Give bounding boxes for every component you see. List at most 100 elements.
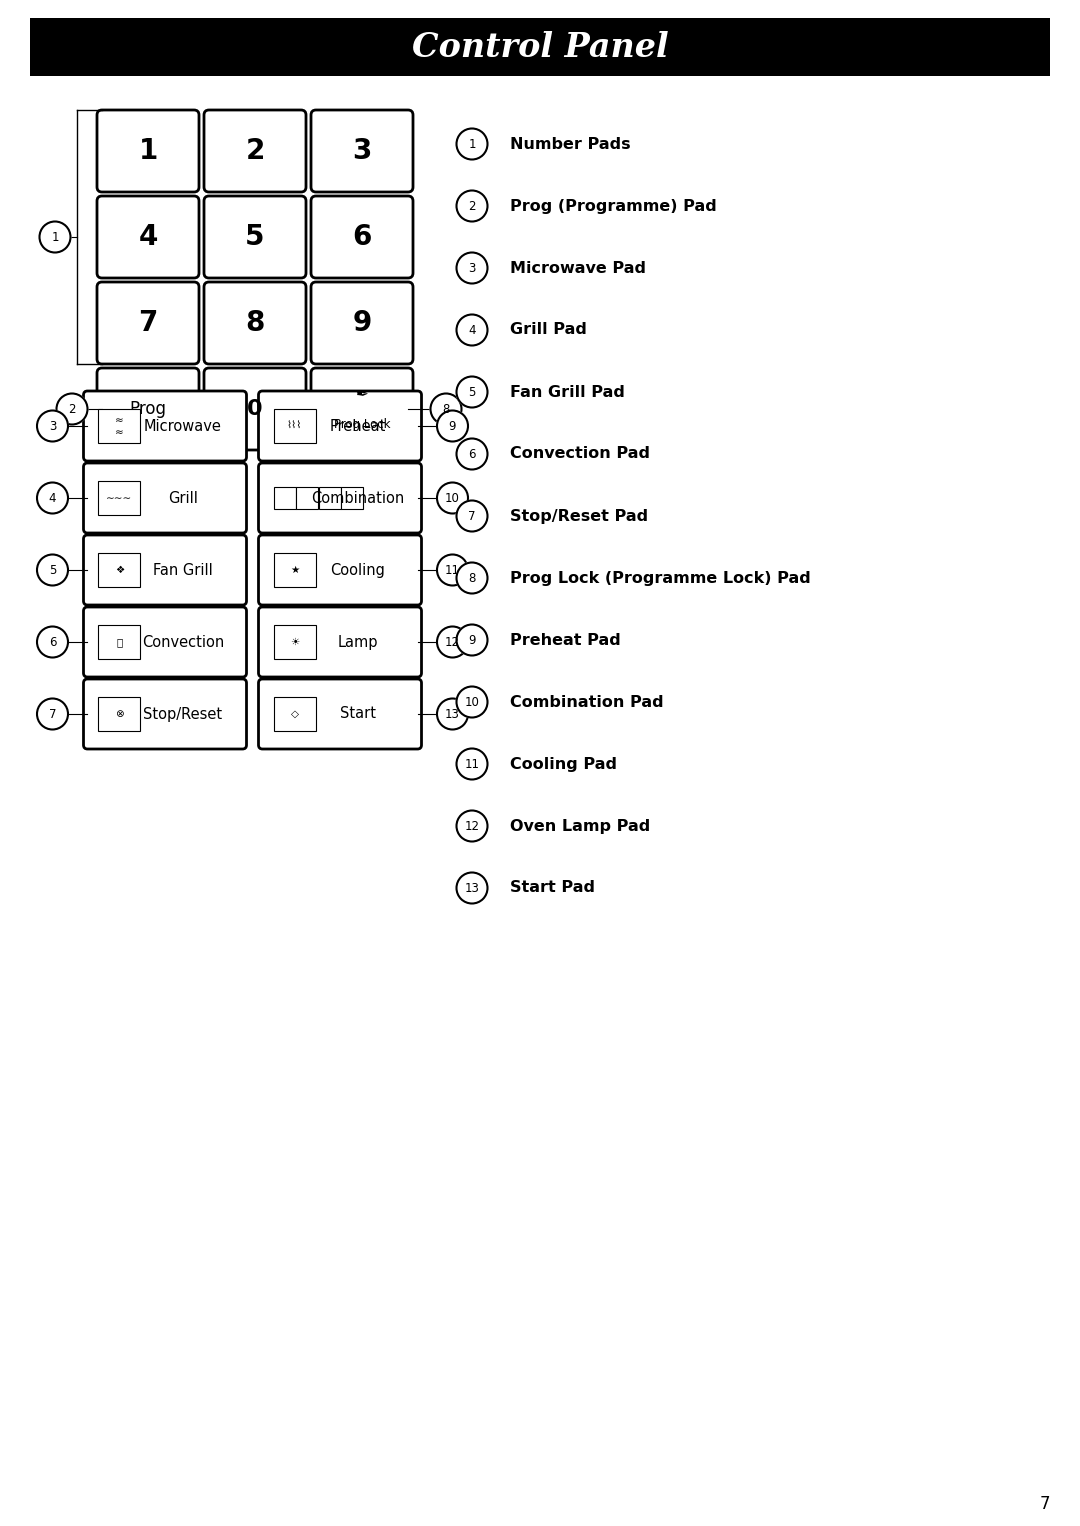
Text: ❖: ❖: [114, 565, 124, 575]
FancyBboxPatch shape: [258, 607, 421, 678]
Text: Preheat Pad: Preheat Pad: [510, 632, 621, 647]
Text: Fan Grill: Fan Grill: [153, 563, 213, 577]
Circle shape: [431, 394, 461, 424]
Text: 7: 7: [1040, 1495, 1050, 1512]
Text: ✒: ✒: [355, 388, 368, 403]
Text: 10: 10: [464, 696, 480, 708]
FancyBboxPatch shape: [273, 552, 315, 588]
Text: Stop/Reset: Stop/Reset: [144, 707, 222, 722]
Text: 8: 8: [245, 308, 265, 337]
Circle shape: [56, 394, 87, 424]
FancyBboxPatch shape: [204, 195, 306, 278]
Circle shape: [457, 687, 487, 717]
FancyBboxPatch shape: [98, 552, 140, 588]
FancyBboxPatch shape: [98, 626, 140, 659]
Text: 10: 10: [445, 491, 460, 505]
Text: 4: 4: [138, 223, 158, 250]
Text: 7: 7: [138, 308, 158, 337]
Text: ≈
≈: ≈ ≈: [116, 415, 124, 436]
Text: Control Panel: Control Panel: [411, 31, 669, 64]
Text: 3: 3: [469, 261, 475, 275]
FancyBboxPatch shape: [311, 110, 413, 192]
FancyBboxPatch shape: [98, 481, 140, 514]
Circle shape: [437, 554, 468, 586]
Circle shape: [457, 377, 487, 407]
Text: 9: 9: [469, 633, 476, 647]
Text: Number Pads: Number Pads: [510, 136, 631, 151]
Text: 13: 13: [445, 708, 460, 720]
Text: ◇: ◇: [291, 710, 298, 719]
Text: ⌇⌇⌇: ⌇⌇⌇: [287, 421, 302, 430]
Circle shape: [457, 810, 487, 841]
Text: 11: 11: [464, 757, 480, 771]
Text: Lamp: Lamp: [338, 635, 378, 650]
FancyBboxPatch shape: [83, 536, 246, 604]
FancyBboxPatch shape: [83, 607, 246, 678]
Text: Convection Pad: Convection Pad: [510, 447, 650, 461]
Text: 6: 6: [352, 223, 372, 250]
Circle shape: [437, 699, 468, 729]
Text: Grill: Grill: [168, 490, 198, 505]
FancyBboxPatch shape: [83, 462, 246, 533]
FancyBboxPatch shape: [97, 110, 199, 192]
FancyBboxPatch shape: [341, 487, 363, 510]
Text: 1: 1: [51, 230, 58, 244]
FancyBboxPatch shape: [311, 195, 413, 278]
Text: ★: ★: [289, 565, 299, 575]
Text: Grill Pad: Grill Pad: [510, 322, 586, 337]
Text: 6: 6: [469, 447, 476, 461]
Circle shape: [457, 501, 487, 531]
FancyBboxPatch shape: [258, 462, 421, 533]
Circle shape: [457, 563, 487, 594]
FancyBboxPatch shape: [83, 391, 246, 461]
Text: 8: 8: [469, 572, 475, 584]
Text: 9: 9: [449, 420, 456, 432]
FancyBboxPatch shape: [97, 368, 199, 450]
Text: Microwave Pad: Microwave Pad: [510, 261, 646, 276]
Text: 12: 12: [445, 635, 460, 649]
Circle shape: [37, 410, 68, 441]
Text: 3: 3: [49, 420, 56, 432]
FancyBboxPatch shape: [273, 409, 315, 443]
Text: 12: 12: [464, 819, 480, 833]
Circle shape: [457, 624, 487, 656]
Text: 7: 7: [49, 708, 56, 720]
FancyBboxPatch shape: [258, 391, 421, 461]
FancyBboxPatch shape: [296, 487, 318, 510]
Circle shape: [457, 438, 487, 470]
Text: 4: 4: [469, 324, 476, 337]
FancyBboxPatch shape: [97, 282, 199, 365]
FancyBboxPatch shape: [204, 368, 306, 450]
Circle shape: [437, 410, 468, 441]
FancyBboxPatch shape: [273, 487, 296, 510]
Text: 1: 1: [138, 137, 158, 165]
Circle shape: [40, 221, 70, 252]
Text: Prog (Programme) Pad: Prog (Programme) Pad: [510, 198, 717, 214]
Text: Fan Grill Pad: Fan Grill Pad: [510, 385, 625, 400]
Circle shape: [37, 482, 68, 514]
FancyBboxPatch shape: [311, 282, 413, 365]
FancyBboxPatch shape: [98, 697, 140, 731]
Text: 5: 5: [245, 223, 265, 250]
Text: 2: 2: [245, 137, 265, 165]
FancyBboxPatch shape: [204, 282, 306, 365]
Text: Preheat: Preheat: [329, 418, 387, 433]
Circle shape: [457, 252, 487, 284]
Circle shape: [457, 128, 487, 160]
FancyBboxPatch shape: [258, 536, 421, 604]
Text: ∼∼∼: ∼∼∼: [106, 493, 133, 504]
Text: Cooling Pad: Cooling Pad: [510, 757, 617, 772]
Text: ⊗: ⊗: [116, 710, 124, 719]
Circle shape: [37, 699, 68, 729]
Text: 5: 5: [49, 563, 56, 577]
FancyBboxPatch shape: [319, 487, 340, 510]
Text: Start Pad: Start Pad: [510, 881, 595, 896]
Circle shape: [457, 873, 487, 903]
Text: Prog: Prog: [130, 400, 166, 418]
Text: Combination Pad: Combination Pad: [510, 694, 663, 710]
FancyBboxPatch shape: [97, 195, 199, 278]
FancyBboxPatch shape: [83, 679, 246, 749]
Text: Oven Lamp Pad: Oven Lamp Pad: [510, 818, 650, 833]
Text: 0: 0: [247, 398, 262, 420]
Text: 11: 11: [445, 563, 460, 577]
